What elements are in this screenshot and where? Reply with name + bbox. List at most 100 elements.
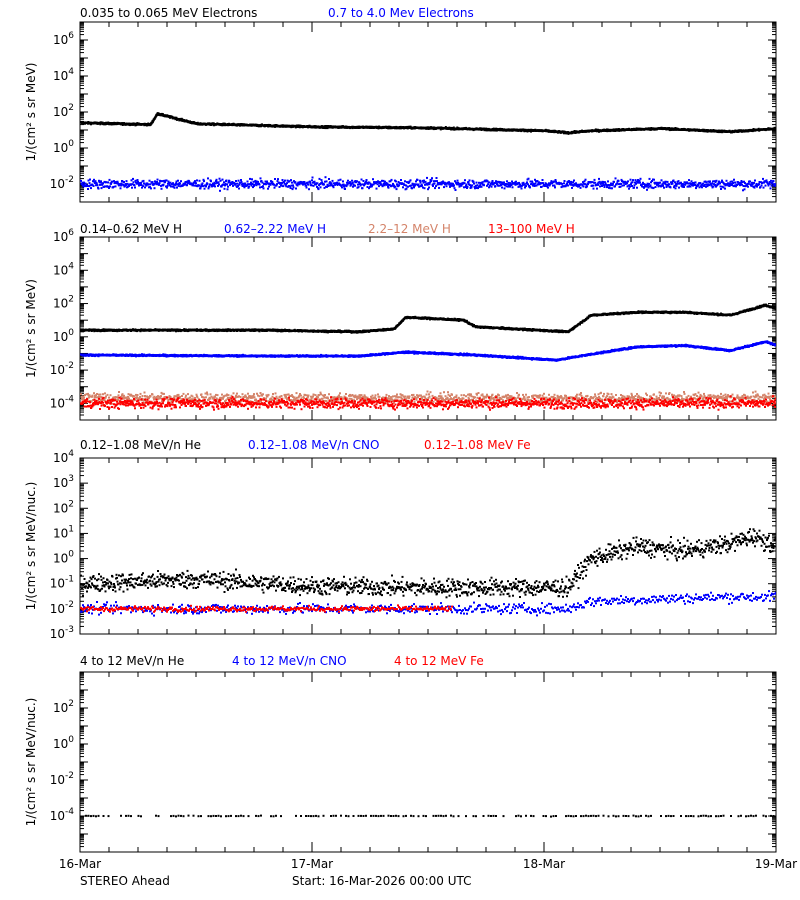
data-point (674, 181, 676, 184)
data-point (656, 181, 659, 184)
data-point (775, 182, 776, 185)
data-point (529, 180, 532, 183)
data-point (284, 179, 286, 182)
y-tick-label: 102 (53, 103, 74, 119)
data-point (481, 181, 484, 184)
data-point (610, 182, 612, 185)
data-point (268, 185, 270, 188)
data-point (509, 182, 512, 185)
data-point (463, 186, 465, 189)
data-point (562, 185, 565, 188)
data-point (244, 183, 247, 186)
data-point (567, 184, 569, 187)
data-point (99, 181, 102, 184)
data-point (730, 182, 732, 185)
data-point (104, 185, 106, 188)
data-point (475, 184, 477, 187)
data-point (406, 181, 408, 184)
data-point (193, 181, 195, 184)
data-point (324, 180, 326, 183)
data-point (109, 185, 111, 188)
data-point (639, 177, 642, 180)
data-point (394, 185, 397, 188)
data-point (497, 184, 500, 187)
data-point (634, 181, 636, 184)
data-point (242, 184, 245, 187)
data-point (291, 181, 293, 184)
data-point (554, 179, 557, 181)
data-point (266, 180, 268, 183)
data-point (764, 184, 767, 187)
y-axis-label: 1/(cm² s sr MeV) (24, 279, 38, 378)
data-point (165, 185, 167, 188)
data-point (667, 184, 669, 187)
data-point (433, 182, 436, 185)
data-point (218, 183, 220, 186)
data-point (228, 180, 231, 183)
data-point (237, 179, 240, 182)
data-point (130, 179, 133, 182)
data-point (635, 180, 638, 183)
data-point (253, 183, 256, 186)
data-point (673, 184, 676, 187)
data-point (243, 186, 246, 189)
data-point (309, 182, 312, 185)
data-point (116, 180, 119, 183)
data-point (192, 183, 194, 186)
data-point (203, 187, 206, 190)
data-point (403, 184, 406, 186)
data-point (668, 183, 670, 186)
data-point (343, 185, 345, 188)
data-point (87, 188, 89, 190)
data-point (199, 187, 202, 190)
data-point (774, 183, 776, 186)
data-point (620, 182, 622, 185)
data-point (432, 185, 434, 187)
data-point (519, 183, 521, 186)
data-point (218, 177, 221, 180)
data-point (742, 189, 744, 192)
data-point (436, 183, 439, 186)
data-point (202, 178, 205, 181)
data-point (136, 179, 139, 181)
data-point (366, 186, 369, 188)
data-point (775, 127, 776, 129)
data-point (94, 180, 97, 183)
data-point (131, 183, 134, 186)
data-point (112, 185, 115, 188)
data-point (212, 184, 215, 187)
data-point (694, 184, 696, 186)
data-point (468, 179, 471, 182)
data-point (422, 181, 425, 184)
data-point (142, 185, 144, 188)
data-point (313, 180, 316, 183)
data-point (292, 184, 294, 187)
data-point (526, 181, 528, 184)
data-point (80, 179, 82, 182)
data-point (744, 182, 746, 185)
data-point (275, 184, 278, 187)
data-point (453, 187, 456, 190)
data-point (503, 181, 505, 184)
data-point (102, 182, 104, 185)
data-point (628, 184, 631, 187)
data-point (222, 183, 225, 186)
data-point (154, 180, 156, 183)
data-point (143, 182, 146, 185)
data-point (354, 184, 356, 187)
data-point (620, 178, 623, 181)
data-point (604, 181, 606, 184)
data-point (483, 184, 485, 187)
data-point (238, 183, 241, 186)
data-point (257, 180, 259, 183)
data-point (261, 181, 264, 184)
data-point (163, 179, 165, 182)
legend-entry: 13–100 MeV H (488, 222, 575, 236)
data-point (635, 182, 637, 185)
data-point (541, 179, 544, 181)
data-point (467, 181, 470, 183)
data-point (81, 181, 84, 184)
data-point (219, 189, 221, 192)
data-point (631, 185, 633, 187)
data-point (775, 184, 776, 187)
